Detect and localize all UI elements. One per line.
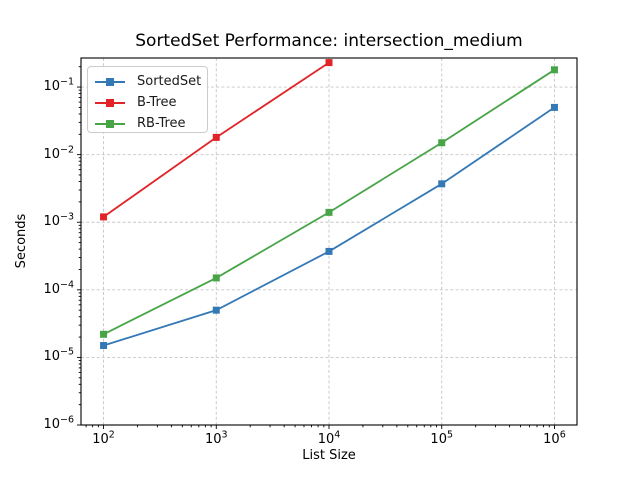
- x-tick-label: 104: [317, 429, 341, 447]
- legend-label: RB-Tree: [137, 116, 186, 131]
- legend-line-square-marker-icon: [95, 98, 125, 108]
- legend-line-square-marker-icon: [95, 119, 125, 129]
- y-tick-label: 10−5: [43, 347, 74, 365]
- legend-label: SortedSet: [137, 74, 202, 89]
- y-tick-label: 10−1: [43, 76, 74, 95]
- x-tick-label: 105: [430, 429, 454, 447]
- y-tick-label: 10−6: [43, 414, 74, 432]
- x-tick-label: 106: [543, 429, 566, 447]
- x-tick-label: 102: [92, 429, 115, 447]
- legend-item-btree: B-Tree: [95, 92, 207, 113]
- legend-line-square-marker-icon: [95, 77, 125, 87]
- legend-label: B-Tree: [137, 95, 177, 110]
- y-tick-label: 10−4: [43, 279, 74, 297]
- y-axis-label: Seconds: [14, 213, 29, 269]
- x-tick-label: 103: [204, 429, 228, 447]
- chart-title: SortedSet Performance: intersection_medi…: [135, 31, 523, 51]
- y-tick-label: 10−3: [43, 211, 74, 230]
- legend-item-rbtree: RB-Tree: [95, 113, 207, 134]
- y-tick-label: 10−2: [43, 144, 74, 162]
- legend-item-sortedset: SortedSet: [95, 71, 207, 92]
- x-axis-label: List Size: [302, 448, 356, 463]
- legend: SortedSet B-Tree RB-Tree: [87, 66, 208, 133]
